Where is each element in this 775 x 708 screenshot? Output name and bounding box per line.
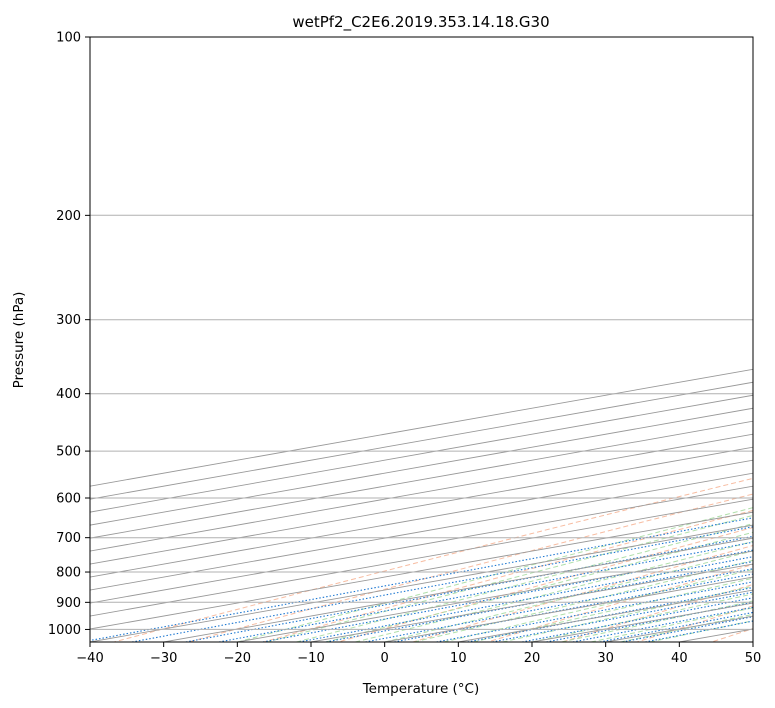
isotherm-line	[90, 394, 753, 513]
moist-adiabat	[472, 577, 753, 642]
moist-adiabat	[443, 568, 753, 642]
y-tick-label: 800	[56, 566, 81, 581]
y-tick-label: 300	[56, 313, 81, 328]
y-axis-label: Pressure (hPa)	[11, 292, 27, 389]
isotherm-line	[90, 511, 753, 630]
temperature-profile	[767, 37, 775, 564]
moist-adiabat	[649, 620, 753, 642]
isotherm-line	[90, 420, 753, 539]
moist-adiabat	[266, 514, 753, 642]
dry-adiabat	[263, 509, 753, 642]
moist-adiabat	[384, 550, 753, 642]
y-tick-label: 1000	[48, 623, 81, 638]
x-tick-label: 10	[450, 651, 467, 666]
y-tick-label: 900	[56, 596, 81, 611]
dry-adiabat	[188, 493, 753, 642]
x-axis-ticks: −40 −30 −20 −10 0 10 20 30 40 50	[76, 642, 761, 666]
dewpoint-profile	[754, 37, 775, 564]
isotherm-line	[90, 485, 753, 604]
x-tick-label: 50	[745, 651, 762, 666]
dry-adiabat	[338, 526, 753, 642]
moist-adiabat	[325, 531, 753, 642]
x-axis-label: Temperature (°C)	[362, 681, 480, 697]
dry-adiabat	[412, 544, 753, 642]
moist-adiabat	[237, 507, 753, 642]
isotherm-line	[90, 459, 753, 578]
dry-adiabat	[562, 583, 753, 642]
isotherm-line	[90, 433, 753, 552]
x-tick-label: −40	[76, 651, 103, 666]
y-tick-label: 600	[56, 492, 81, 507]
isotherm-line	[90, 381, 753, 500]
isotherm-line	[90, 524, 753, 642]
background-lines	[90, 477, 753, 642]
mixing-ratio-line	[131, 526, 753, 642]
isotherm-line	[163, 537, 753, 642]
moist-adiabat	[355, 540, 753, 642]
mixing-ratio-line	[299, 556, 753, 642]
y-tick-label: 500	[56, 445, 81, 460]
mixing-ratio-line	[262, 549, 753, 642]
mixing-ratio-line	[622, 616, 753, 642]
x-tick-label: −30	[150, 651, 177, 666]
isotherm-line	[237, 550, 753, 642]
x-tick-label: 0	[381, 651, 389, 666]
profile-series	[754, 37, 775, 564]
moist-adiabat	[502, 585, 753, 642]
mixing-ratio-line	[90, 517, 753, 642]
isotherm-line	[90, 472, 753, 591]
mixing-ratio-line	[599, 611, 753, 642]
dry-adiabat	[487, 563, 753, 642]
mixing-ratio-line	[218, 541, 753, 642]
grid-lines	[90, 37, 753, 642]
mixing-ratio-line	[325, 561, 753, 642]
x-tick-label: 40	[671, 651, 688, 666]
isotherm-line	[752, 641, 753, 642]
isotherm-line	[90, 498, 753, 617]
x-tick-label: −10	[297, 651, 324, 666]
isotherm-line	[90, 407, 753, 526]
isotherm-line	[90, 368, 753, 487]
mixing-ratio-line	[546, 601, 753, 642]
y-axis-ticks: 100 200 300 400 500 600 700 800 900 1000	[48, 31, 90, 638]
x-tick-label: 20	[524, 651, 541, 666]
moist-adiabat	[561, 600, 753, 642]
mixing-ratio-line	[521, 597, 753, 642]
chart-title: wetPf2_C2E6.2019.353.14.18.G30	[292, 13, 549, 32]
y-tick-label: 200	[56, 209, 81, 224]
isotherm-line	[531, 602, 753, 642]
isotherm-line	[679, 628, 753, 642]
isotherm-line	[90, 446, 753, 565]
moist-adiabat	[413, 559, 753, 642]
moist-adiabat	[296, 523, 753, 642]
y-tick-label: 400	[56, 387, 81, 402]
mixing-ratio-line	[572, 606, 753, 642]
x-tick-label: 30	[597, 651, 614, 666]
moist-adiabat	[531, 593, 753, 642]
dry-adiabat	[113, 477, 753, 642]
dry-adiabat	[711, 628, 753, 642]
plot-frame	[89, 36, 754, 643]
y-tick-label: 100	[56, 31, 81, 46]
x-tick-label: −20	[224, 651, 251, 666]
dry-adiabat	[636, 605, 753, 642]
y-tick-label: 700	[56, 531, 81, 546]
